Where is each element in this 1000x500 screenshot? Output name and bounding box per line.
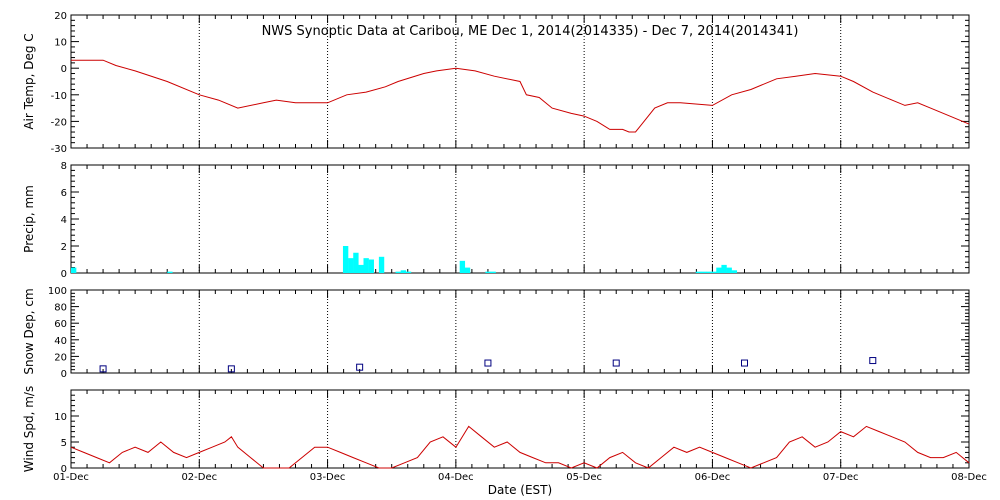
x-tick-label: 01-Dec <box>53 472 89 483</box>
precip-panel: 0 2 4 6 8 Precip, mm <box>22 161 970 280</box>
precip-bar <box>485 271 491 273</box>
precip-ytick-label: 8 <box>61 161 67 172</box>
snow-depth-point <box>869 357 877 365</box>
precip-bar <box>721 264 727 273</box>
precip-ytick-label: 2 <box>61 242 67 253</box>
snow-depth-ytick-label: 60 <box>54 319 67 330</box>
precip-bar <box>706 271 712 273</box>
air-temp-ytick-label: -30 <box>51 144 67 155</box>
precip-bar <box>358 264 364 273</box>
precip-ytick-label: 0 <box>61 269 67 280</box>
air-temp-ylabel: Air Temp, Deg C <box>22 33 36 129</box>
precip-ytick-label: 6 <box>61 188 67 199</box>
snow-depth-ytick-label: 40 <box>54 336 67 347</box>
air-temp-ytick-label: -10 <box>51 91 67 102</box>
snow-depth-ytick-label: 20 <box>54 352 67 363</box>
precip-bar <box>731 270 738 273</box>
air-temp-series-line <box>71 59 970 133</box>
precip-ytick-label: 4 <box>61 215 67 226</box>
x-tick-label: 05-Dec <box>566 472 602 483</box>
snow-depth-panel: 0 20 40 60 80 100 Snow Dep, cm <box>22 286 970 380</box>
x-tick-label: 03-Dec <box>310 472 346 483</box>
chart-title: NWS Synoptic Data at Caribou, ME Dec 1, … <box>262 24 799 39</box>
precip-bar <box>459 260 466 273</box>
precip-bar <box>405 271 412 273</box>
snow-depth-ytick-label: 80 <box>54 303 67 314</box>
x-tick-label: 06-Dec <box>695 472 731 483</box>
air-temp-ytick-label: 20 <box>54 11 67 22</box>
precip-bar <box>368 259 374 273</box>
wind-speed-ytick-label: 0 <box>61 464 67 475</box>
precip-frame <box>70 164 970 274</box>
x-tick-label: 02-Dec <box>181 472 217 483</box>
precip-bar <box>400 270 407 273</box>
snow-depth-frame <box>70 289 970 374</box>
precip-bar <box>378 256 385 273</box>
wind-speed-ytick-label: 10 <box>54 412 67 423</box>
snow-depth-point <box>484 359 492 367</box>
x-axis-label: Date (EST) <box>488 483 552 497</box>
snow-depth-point <box>227 365 235 373</box>
wind-speed-ylabel: Wind Spd, m/s <box>22 386 36 472</box>
x-tick-label: 08-Dec <box>951 472 987 483</box>
precip-bar <box>363 258 369 273</box>
precip-bar <box>464 267 471 273</box>
precip-bar <box>167 271 173 273</box>
precip-bar <box>490 271 496 273</box>
x-tick-label: 07-Dec <box>823 472 859 483</box>
precip-bar <box>342 246 349 273</box>
precip-bar <box>726 267 732 273</box>
precip-bar <box>711 271 717 273</box>
snow-depth-ytick-label: 100 <box>48 286 67 297</box>
precip-bar <box>695 271 702 273</box>
precip-bar <box>700 271 707 273</box>
air-temp-ytick-label: 10 <box>54 38 67 49</box>
precip-bar <box>353 252 359 273</box>
wind-speed-ytick-label: 5 <box>61 438 67 449</box>
panels: -30 -20 -10 0 10 20 Air Temp, Deg C 0 2 4 6 8 Precip… <box>22 11 970 475</box>
snow-depth-point <box>741 359 748 367</box>
wind-speed-series-line <box>70 425 970 469</box>
precip-bar <box>716 267 722 273</box>
x-axis-ticks: 01-Dec 02-Dec 03-Dec 04-Dec 05-Dec 06-Dec 07-D… <box>53 472 987 483</box>
wind-speed-panel: 0 5 10 Wind Spd, m/s <box>22 386 970 475</box>
precip-bar <box>395 271 401 273</box>
snow-depth-ytick-label: 0 <box>61 369 67 380</box>
snow-depth-point <box>99 365 107 373</box>
air-temp-ytick-label: -20 <box>51 117 67 128</box>
air-temp-ytick-label: 0 <box>61 64 67 75</box>
wind-speed-frame <box>70 389 970 469</box>
snow-depth-ylabel: Snow Dep, cm <box>22 288 36 374</box>
precip-bar <box>71 267 77 273</box>
precip-ylabel: Precip, mm <box>22 185 36 253</box>
snow-depth-point <box>612 359 620 367</box>
precip-bar <box>348 258 354 273</box>
snow-depth-point <box>356 363 364 371</box>
x-tick-label: 04-Dec <box>438 472 474 483</box>
air-temp-panel: -30 -20 -10 0 10 20 Air Temp, Deg C <box>22 11 970 155</box>
